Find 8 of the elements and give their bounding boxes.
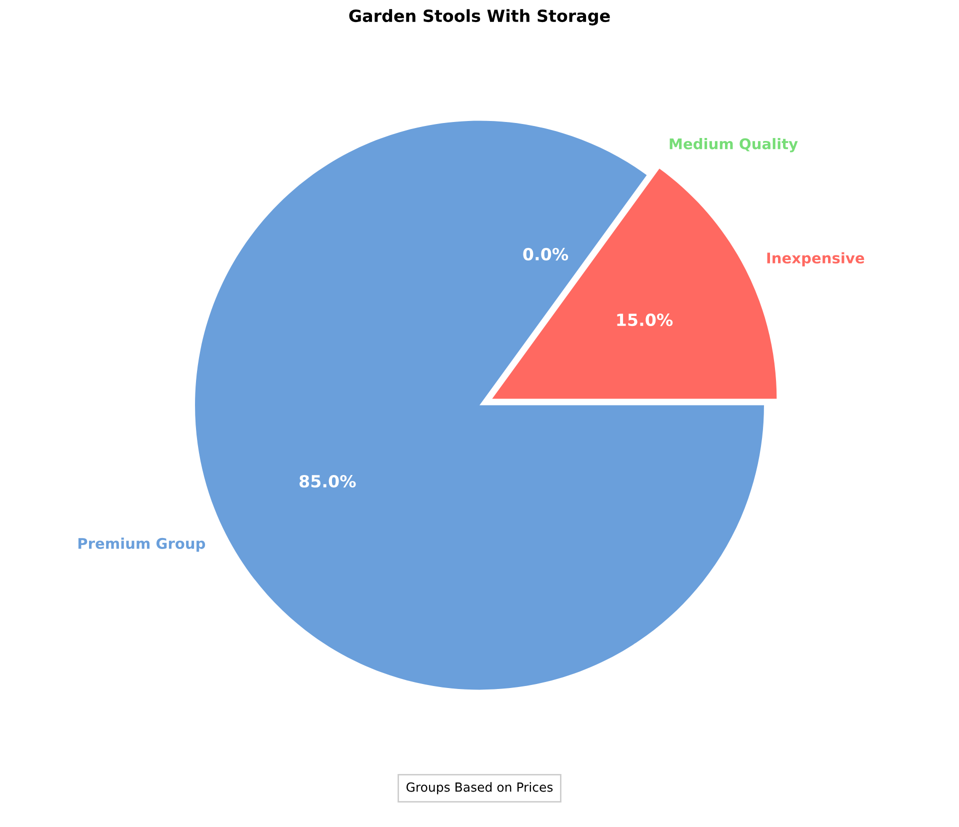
category-label: Medium Quality: [670, 138, 798, 152]
data-label: 15.0%: [617, 314, 673, 326]
slice-label: Inexpensive: [767, 252, 864, 266]
chart-title: Garden Stools With Storage: [349, 9, 610, 26]
text: 0.0%: [523, 248, 568, 260]
legend-title: Groups Based on Prices: [406, 782, 553, 794]
data-label: 85.0%: [300, 474, 356, 488]
slice-label: Premium Group: [78, 538, 206, 552]
